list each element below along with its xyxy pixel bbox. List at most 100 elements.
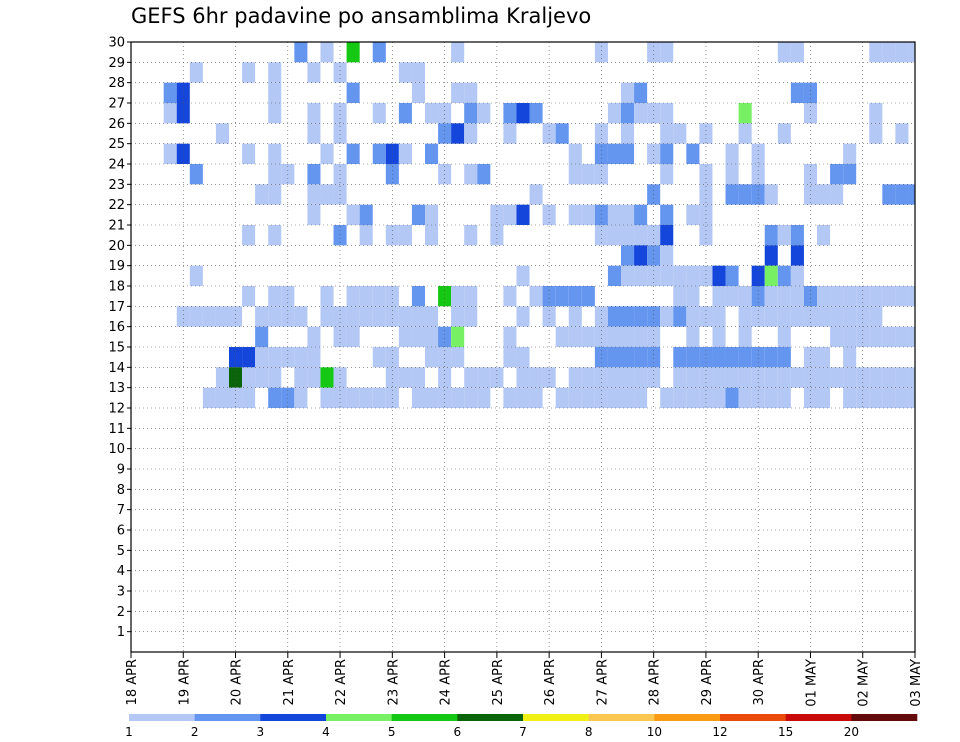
heatmap-cell — [320, 306, 334, 327]
heatmap-cell — [281, 306, 295, 327]
heatmap-cell — [294, 42, 308, 63]
heatmap-cell — [215, 123, 229, 144]
heatmap-cell — [163, 143, 177, 164]
heatmap-cell — [189, 265, 203, 286]
heatmap-cell — [451, 123, 465, 144]
heatmap-cell — [895, 326, 909, 347]
y-tick-label: 22 — [108, 198, 125, 213]
heatmap-cell — [189, 306, 203, 327]
heatmap-cell — [790, 367, 804, 388]
x-tick-label: 19 APR — [177, 659, 192, 705]
heatmap-cell — [634, 245, 648, 266]
heatmap-cell — [268, 225, 282, 246]
heatmap-cell — [660, 204, 674, 225]
heatmap-cell — [882, 367, 896, 388]
heatmap-cell — [803, 387, 817, 408]
y-tick-label: 3 — [117, 585, 125, 600]
heatmap-cell — [712, 347, 726, 368]
heatmap-cell — [908, 326, 915, 347]
heatmap-cell — [268, 143, 282, 164]
heatmap-cell — [425, 347, 439, 368]
heatmap-cell — [843, 387, 857, 408]
heatmap-cell — [581, 367, 595, 388]
heatmap-cell — [594, 387, 608, 408]
heatmap-cell — [398, 143, 412, 164]
heatmap-cell — [764, 306, 778, 327]
heatmap-cell — [751, 143, 765, 164]
heatmap-cell — [647, 367, 661, 388]
legend-swatch — [720, 714, 786, 721]
heatmap-cell — [856, 367, 870, 388]
heatmap-cell — [464, 103, 478, 124]
heatmap-cell — [359, 286, 373, 307]
heatmap-cell — [647, 143, 661, 164]
heatmap-cell — [607, 143, 621, 164]
heatmap-cell — [634, 326, 648, 347]
heatmap-cell — [307, 184, 321, 205]
heatmap-cell — [516, 204, 530, 225]
heatmap-cell — [516, 306, 530, 327]
heatmap-cell — [477, 103, 491, 124]
heatmap-cell — [516, 367, 530, 388]
heatmap-cell — [725, 387, 739, 408]
y-tick-label: 17 — [108, 300, 125, 315]
heatmap-cell — [294, 387, 308, 408]
heatmap-cell — [516, 387, 530, 408]
heatmap-cell — [372, 143, 386, 164]
heatmap-cell — [438, 103, 452, 124]
heatmap-cell — [568, 306, 582, 327]
y-tick-label: 8 — [117, 483, 125, 498]
heatmap-cell — [568, 143, 582, 164]
heatmap-cell — [516, 103, 530, 124]
legend-label: 1 — [125, 725, 133, 739]
heatmap-cell — [555, 326, 569, 347]
heatmap-cell — [777, 326, 791, 347]
heatmap-cell — [346, 286, 360, 307]
heatmap-cell — [268, 347, 282, 368]
legend-label: 8 — [585, 725, 593, 739]
heatmap-cell — [268, 387, 282, 408]
heatmap-cell — [647, 42, 661, 63]
heatmap-cell — [764, 184, 778, 205]
heatmap-cell — [621, 143, 635, 164]
heatmap-cell — [464, 164, 478, 185]
heatmap-cell — [882, 387, 896, 408]
heatmap-cell — [385, 306, 399, 327]
heatmap-cell — [790, 265, 804, 286]
heatmap-cell — [777, 347, 791, 368]
heatmap-cell — [869, 306, 883, 327]
heatmap-cell — [464, 123, 478, 144]
heatmap-cell — [882, 286, 896, 307]
heatmap-cell — [555, 286, 569, 307]
heatmap-cell — [607, 387, 621, 408]
heatmap-cell — [777, 286, 791, 307]
heatmap-cell — [307, 367, 321, 388]
heatmap-cell — [856, 387, 870, 408]
heatmap-cell — [333, 326, 347, 347]
heatmap-cell — [621, 387, 635, 408]
heatmap-cell — [411, 326, 425, 347]
heatmap-cell — [895, 367, 909, 388]
heatmap-cell — [451, 286, 465, 307]
heatmap-cell — [686, 143, 700, 164]
y-tick-label: 7 — [117, 503, 125, 518]
heatmap-cell — [372, 306, 386, 327]
heatmap-cell — [568, 286, 582, 307]
heatmap-cell — [346, 82, 360, 103]
heatmap-cell — [294, 306, 308, 327]
heatmap-cell — [594, 42, 608, 63]
heatmap-cell — [346, 204, 360, 225]
heatmap-cell — [647, 225, 661, 246]
heatmap-cell — [503, 103, 517, 124]
heatmap-cell — [503, 347, 517, 368]
heatmap-cell — [333, 387, 347, 408]
x-tick-label: 30 APR — [752, 659, 767, 705]
heatmap-cell — [725, 367, 739, 388]
heatmap-cell — [503, 204, 517, 225]
heatmap-cell — [660, 306, 674, 327]
heatmap-cell — [673, 265, 687, 286]
heatmap-cell — [843, 143, 857, 164]
heatmap-cell — [568, 387, 582, 408]
heatmap-cell — [594, 225, 608, 246]
heatmap-cell — [634, 225, 648, 246]
